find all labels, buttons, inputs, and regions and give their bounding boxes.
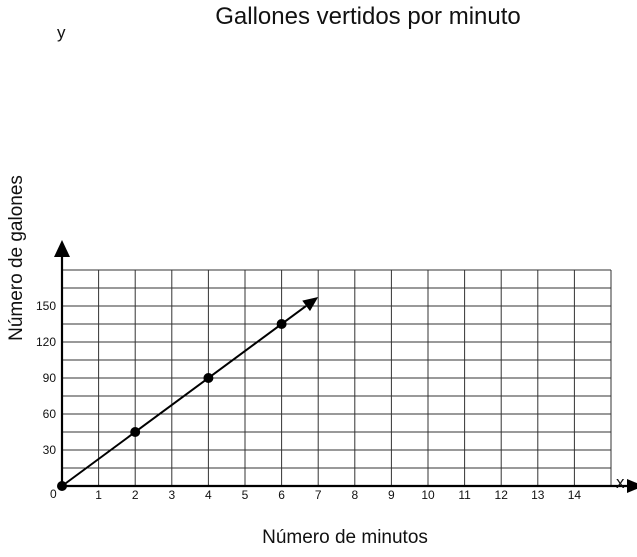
x-tick-label: 14 <box>568 488 582 502</box>
data-point <box>130 427 141 437</box>
data-point <box>276 319 287 329</box>
series-line-group <box>61 297 319 487</box>
y-tick-label: 150 <box>36 299 56 313</box>
x-tick-label: 13 <box>531 488 545 502</box>
y-tick-label: 90 <box>43 371 57 385</box>
y-axis-label: Número de galones <box>6 175 27 341</box>
x-tick-label: 3 <box>168 488 175 502</box>
x-tick-label: 7 <box>315 488 322 502</box>
x-tick-label: 11 <box>458 488 471 502</box>
y-axis-variable: y <box>57 23 66 42</box>
x-tick-label: 12 <box>495 488 509 502</box>
series-line <box>61 305 307 487</box>
data-point <box>203 373 214 383</box>
x-tick-label: 6 <box>278 488 285 502</box>
y-tick-label: 30 <box>43 443 57 457</box>
x-tick-label: 1 <box>95 488 102 502</box>
chart-title: Gallones vertidos por minuto <box>215 3 520 30</box>
y-tick-label: 120 <box>36 335 56 349</box>
x-tick-label: 8 <box>351 488 358 502</box>
x-axis-arrowhead <box>627 479 637 493</box>
y-tick-label: 60 <box>43 407 57 421</box>
data-point <box>57 481 67 491</box>
x-tick-label: 4 <box>205 488 212 502</box>
data-points <box>57 319 287 491</box>
x-axis-variable: x <box>616 473 625 492</box>
origin-label: 0 <box>50 487 57 501</box>
x-tick-label: 2 <box>132 488 139 502</box>
x-tick-label: 9 <box>388 488 395 502</box>
series-arrowhead <box>302 297 319 312</box>
x-axis-label: Número de minutos <box>262 527 428 548</box>
x-tick-label: 5 <box>242 488 249 502</box>
y-axis-arrowhead <box>54 240 70 257</box>
grid <box>62 269 612 486</box>
x-tick-label: 10 <box>421 488 435 502</box>
axes <box>54 240 637 493</box>
